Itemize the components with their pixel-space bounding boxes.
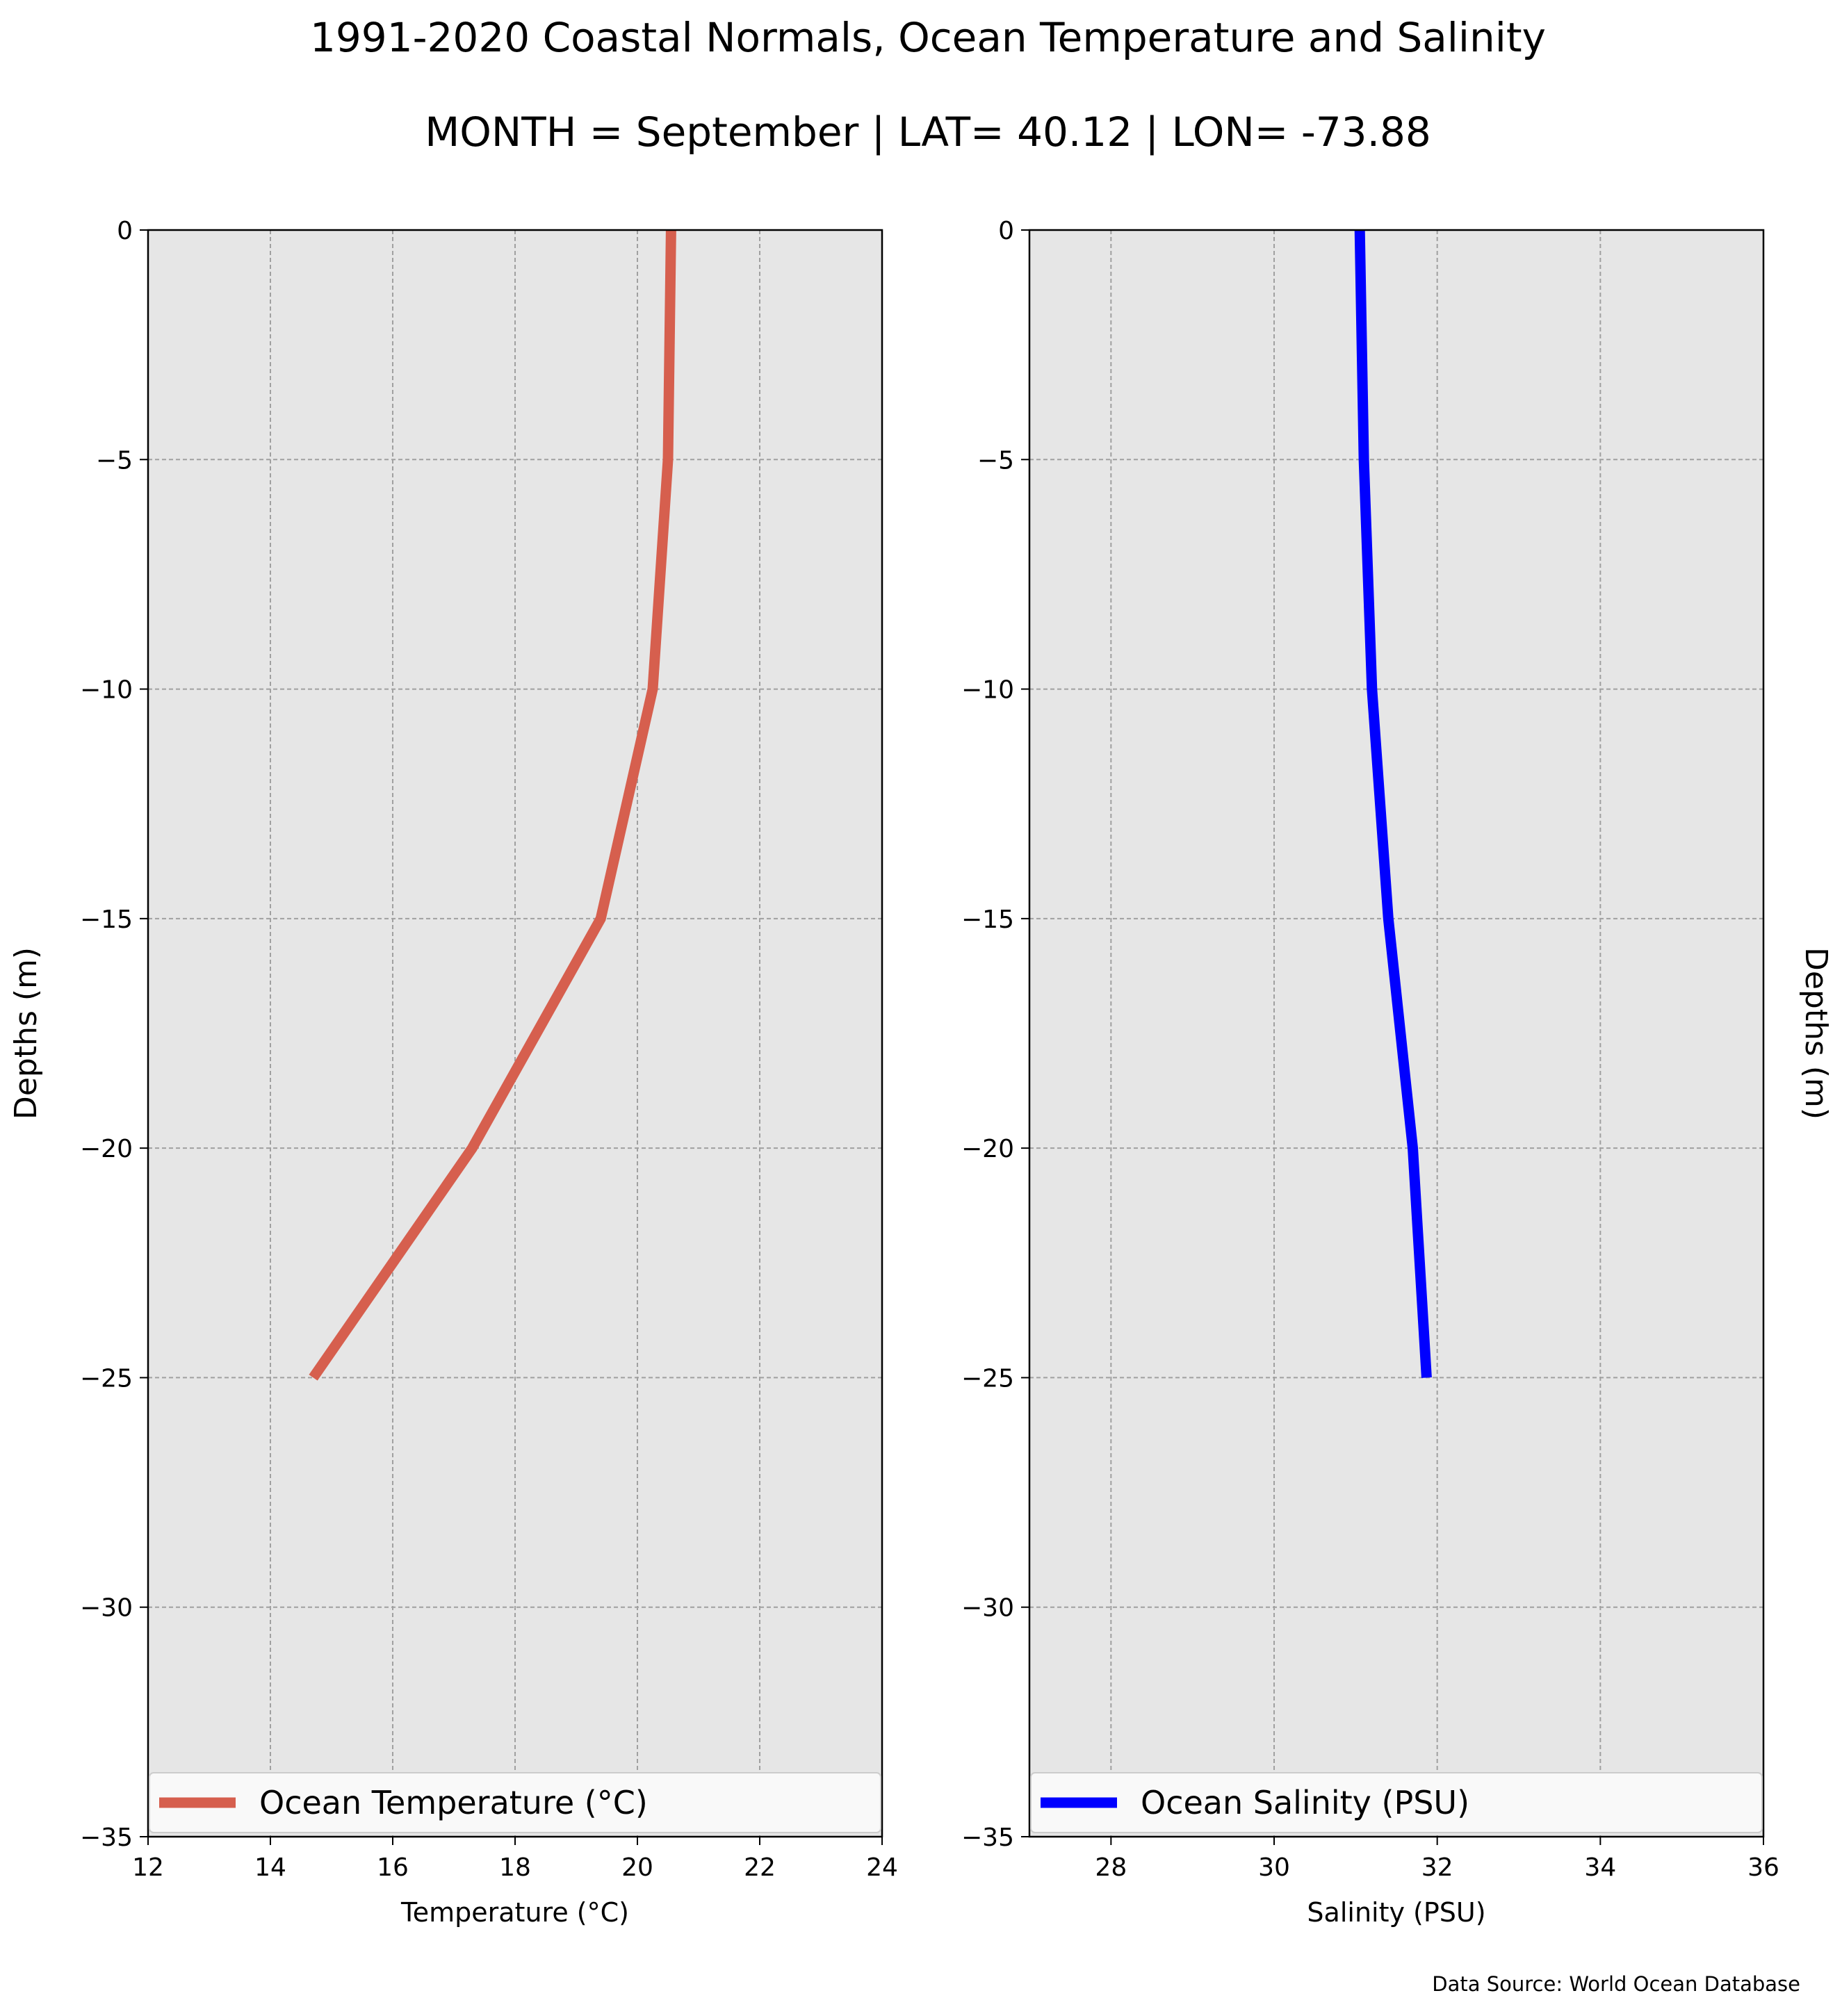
salinity-y-tick-label: −15 [961,905,1014,934]
temperature-y-tick-label: −10 [80,676,133,705]
temperature-x-tick-label: 20 [621,1853,653,1882]
salinity-y-tick-label: −30 [961,1594,1014,1623]
salinity-y-axis-label: Depths (m) [1798,947,1834,1120]
chart-title: 1991-2020 Coastal Normals, Ocean Tempera… [310,14,1546,61]
salinity-legend: Ocean Salinity (PSU) [1030,1772,1763,1833]
salinity-legend-label: Ocean Salinity (PSU) [1141,1784,1469,1821]
temperature-panel: 12 14 16 18 20 22 24 0 −5 −10 −15 −20 −25 −30 −35 Tempe… [8,217,898,1928]
salinity-legend-box [1030,1772,1763,1833]
salinity-x-tick-label: 28 [1095,1853,1127,1882]
temperature-y-tick-label: −25 [80,1364,133,1393]
temperature-y-tick-label: −20 [80,1135,133,1163]
temperature-x-tick-label: 24 [866,1853,898,1882]
temperature-series-line [309,229,676,1381]
salinity-x-tick-label: 36 [1747,1853,1779,1882]
temperature-x-tick-label: 12 [132,1853,164,1882]
salinity-y-tick-label: 0 [998,217,1014,245]
temperature-y-tick-label: −35 [80,1824,133,1852]
salinity-axes-frame [1028,229,1765,1838]
salinity-y-tick-label: −10 [961,676,1014,705]
salinity-y-tick-label: −25 [961,1364,1014,1393]
temperature-legend-box [149,1772,881,1833]
salinity-y-tick-label: −5 [977,446,1014,475]
temperature-y-axis-label: Depths (m) [8,947,44,1120]
temperature-legend-label: Ocean Temperature (°C) [259,1784,648,1821]
temperature-x-tick-label: 22 [744,1853,776,1882]
salinity-y-tick-label: −20 [961,1135,1014,1163]
salinity-x-tick-label: 34 [1584,1853,1616,1882]
temperature-y-tick-label: −5 [96,446,133,475]
data-source-note: Data Source: World Ocean Database [1432,1972,1800,1996]
salinity-y-tick-label: −35 [961,1824,1014,1852]
temperature-y-tick-label: 0 [117,217,133,245]
salinity-x-axis-label: Salinity (PSU) [1307,1897,1485,1928]
temperature-y-tick-label: −15 [80,905,133,934]
temperature-y-tick-label: −30 [80,1594,133,1623]
temperature-x-tick-label: 18 [499,1853,531,1882]
temperature-x-tick-label: 14 [254,1853,286,1882]
salinity-x-tick-label: 32 [1421,1853,1453,1882]
temperature-x-axis-label: Temperature (°C) [400,1897,629,1928]
chart-subtitle: MONTH = September | LAT= 40.12 | LON= -7… [425,108,1431,156]
temperature-legend: Ocean Temperature (°C) [149,1772,881,1833]
temperature-axes-frame [147,229,883,1838]
salinity-panel: 28 30 32 34 36 0 −5 −10 −15 −20 −25 −30 −35 Salinity … [961,217,1834,1928]
temperature-x-tick-label: 16 [377,1853,409,1882]
salinity-series-line [1354,229,1432,1378]
salinity-x-tick-label: 30 [1258,1853,1290,1882]
